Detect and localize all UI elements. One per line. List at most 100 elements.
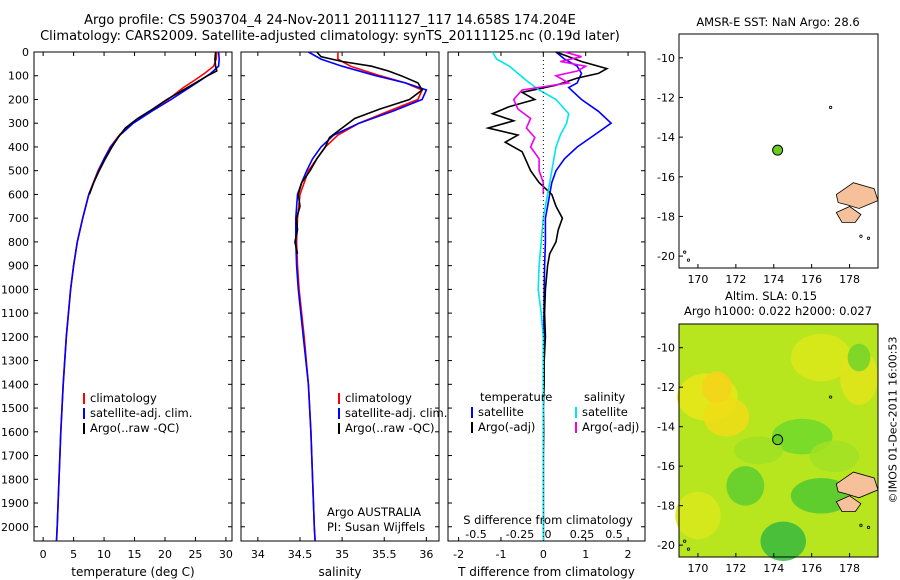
salinity-legend-label: satellite-adj. clim. xyxy=(345,406,447,420)
temperature-legend-label: Argo(..raw -QC) xyxy=(90,421,180,435)
sla_map-x-tick-label: 174 xyxy=(763,562,784,575)
sla_map-heat-cell xyxy=(726,466,765,506)
sla_map-heat-cell xyxy=(760,521,806,561)
sst-map-title: AMSR-E SST: NaN Argo: 28.6 xyxy=(696,15,859,29)
header-line-2: Climatology: CARS2009. Satellite-adjuste… xyxy=(40,29,620,44)
temperature-series-argo xyxy=(88,51,218,195)
salinity-frame xyxy=(240,51,440,542)
sst_map-y-tick-label: -18 xyxy=(657,210,675,223)
difference-legend-title-temperature: temperature xyxy=(480,390,552,404)
sla_map-heat-cell xyxy=(790,333,852,382)
depth-tick-label: 800 xyxy=(8,236,29,249)
salinity-legend-label: Argo(..raw -QC) xyxy=(345,421,435,435)
depth-tick-label: 300 xyxy=(8,117,29,130)
difference-temperature-legend-label: satellite xyxy=(478,405,524,419)
difference-x-tick-label: 2 xyxy=(625,548,632,561)
depth-tick-label: 1200 xyxy=(1,331,29,344)
sla_map-heat-cell xyxy=(701,371,733,403)
salinity-series-satellite-adj-clim- xyxy=(294,51,428,542)
difference-x-tick-label: 0 xyxy=(540,548,547,561)
salinity-x-tick-label: 35.5 xyxy=(372,548,397,561)
difference-salinity-legend-label: Argo(-adj) xyxy=(582,420,639,434)
difference-s-tick-label: -0.25 xyxy=(506,528,534,541)
depth-tick-label: 0 xyxy=(22,46,29,59)
temperature-legend-label: climatology xyxy=(90,391,157,405)
depth-tick-label: 1400 xyxy=(1,378,29,391)
sla_map-y-tick-label: -10 xyxy=(657,342,675,355)
sst_map-islet xyxy=(859,234,863,238)
sst-map-panel: AMSR-E SST: NaN Argo: 28.6 170 172 174 176 17… xyxy=(657,15,879,286)
salinity-series-argo xyxy=(294,51,424,254)
sla-map-title: Altim. SLA: 0.15 xyxy=(725,289,817,303)
difference-s-tick-label: 0.5 xyxy=(605,528,623,541)
salinity-annotation-line1: Argo AUSTRALIA xyxy=(327,505,421,519)
sla_map-land-fiji-viti-levu xyxy=(835,495,862,513)
sla_map-y-tick-label: -14 xyxy=(657,421,675,434)
sst_map-y-tick-label: -20 xyxy=(657,250,675,263)
salinity-x-tick-label: 35 xyxy=(335,548,349,561)
sst_map-y-tick-label: -14 xyxy=(657,131,675,144)
sla_map-x-tick-label: 176 xyxy=(801,562,822,575)
salinity-x-tick-label: 36 xyxy=(419,548,433,561)
sla_map-islet xyxy=(866,525,871,529)
temperature-frame xyxy=(33,51,233,542)
temperature-x-tick-label: 5 xyxy=(70,548,77,561)
temperature-x-tick-label: 30 xyxy=(219,548,233,561)
sla_map-islet xyxy=(686,547,691,551)
sst_map-islet xyxy=(829,105,833,109)
sst_map-islet xyxy=(866,236,871,240)
sla_map-frame xyxy=(678,323,879,558)
temperature-x-tick-label: 0 xyxy=(40,548,47,561)
depth-tick-label: 700 xyxy=(8,212,29,225)
sst_map-x-tick-label: 170 xyxy=(687,273,708,286)
sla_map-islet xyxy=(683,539,687,543)
temperature-x-tick-label: 15 xyxy=(128,548,142,561)
depth-tick-label: 100 xyxy=(8,70,29,83)
sla_map-land-fiji-vanua-levu xyxy=(835,471,879,499)
sst_map-islet xyxy=(683,250,687,254)
sla_map-heat-cell xyxy=(847,343,871,372)
sst_map-x-tick-label: 174 xyxy=(763,273,784,286)
salinity-x-axis-label: salinity xyxy=(318,565,361,579)
salinity-x-tick-label: 34.5 xyxy=(288,548,313,561)
difference-s-axis-label: S difference from climatology xyxy=(463,513,633,527)
depth-tick-label: 500 xyxy=(8,165,29,178)
salinity-panel: 34 34.5 35 35.5 36 salinity climatologysatelli… xyxy=(240,51,447,579)
difference-frame xyxy=(447,51,646,542)
temperature-x-axis-label: temperature (deg C) xyxy=(71,565,194,579)
depth-tick-label: 200 xyxy=(8,93,29,106)
temperature-x-tick-label: 20 xyxy=(158,548,172,561)
sst_map-x-tick-label: 178 xyxy=(839,273,860,286)
sst_map-y-tick-label: -12 xyxy=(657,91,675,104)
sla_map-x-tick-label: 172 xyxy=(725,562,746,575)
sla_map-heat-cell xyxy=(703,397,750,437)
sla_map-y-tick-label: -20 xyxy=(657,539,675,552)
sst_map-float-marker xyxy=(772,144,784,156)
depth-tick-label: 1800 xyxy=(1,473,29,486)
figure-header: Argo profile: CS 5903704_4 24-Nov-2011 2… xyxy=(0,13,660,45)
sla_map-float-marker xyxy=(772,434,784,446)
depth-tick-label: 900 xyxy=(8,260,29,273)
depth-tick-label: 2000 xyxy=(1,521,29,534)
header-line-1: Argo profile: CS 5903704_4 24-Nov-2011 2… xyxy=(84,13,576,28)
salinity-legend-label: climatology xyxy=(345,391,412,405)
depth-tick-label: 1100 xyxy=(1,307,29,320)
difference-x-axis-label: T difference from climatology xyxy=(457,565,635,579)
sla_map-heat-cell xyxy=(809,440,860,473)
sla-map-subtitle: Argo h1000: 0.022 h2000: 0.027 xyxy=(684,304,872,318)
salinity-x-tick-label: 34 xyxy=(251,548,265,561)
difference-legend-title-salinity: salinity xyxy=(584,390,625,404)
temperature-legend-label: satellite-adj. clim. xyxy=(90,406,192,420)
depth-tick-label: 1600 xyxy=(1,426,29,439)
difference-temperature-legend-label: Argo(-adj) xyxy=(478,420,535,434)
sla_map-heat-cell xyxy=(733,436,784,465)
sla_map-islet xyxy=(859,523,863,528)
sla_map-islet xyxy=(829,395,833,399)
difference-s-tick-label: 0.25 xyxy=(570,528,595,541)
sst_map-land-fiji-viti-levu xyxy=(835,206,862,223)
difference-x-tick-label: 1 xyxy=(582,548,589,561)
difference-x-tick-label: -1 xyxy=(495,548,506,561)
sla_map-x-tick-label: 170 xyxy=(687,562,708,575)
